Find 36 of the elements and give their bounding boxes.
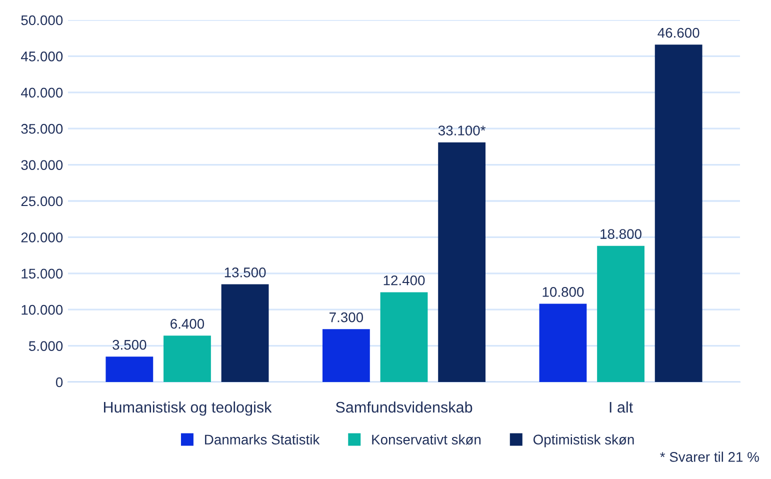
data-label: 46.600	[658, 28, 700, 38]
data-label: 10.800	[542, 287, 584, 297]
data-label: 7.300	[330, 312, 364, 322]
bar	[221, 284, 269, 382]
x-tick-label: I alt	[610, 401, 633, 413]
y-tick-label: 40.000	[20, 88, 63, 98]
y-tick-label: 45.000	[20, 52, 63, 62]
data-label: 18.800	[600, 229, 642, 239]
text: * Svarer til 21 %	[660, 452, 759, 462]
y-tick-label: 15.000	[22, 268, 63, 279]
data-label: 6.400	[170, 318, 204, 329]
bar	[106, 356, 154, 382]
y-tick-label: 35.000	[21, 124, 63, 134]
y-tick-label: 50.000	[21, 15, 63, 26]
data-label: 13.500	[224, 268, 266, 278]
data-label: 33.100*	[438, 126, 486, 136]
bar	[438, 142, 486, 382]
bar	[597, 246, 644, 382]
data-label: 3.500	[112, 340, 146, 350]
data-label: 12.400	[384, 275, 425, 286]
bar	[164, 336, 211, 382]
legend-label: Konservativt skøn	[372, 434, 481, 445]
y-tick-label: 30.000	[21, 160, 63, 170]
bar	[380, 292, 428, 382]
y-tick-label: 0	[56, 377, 63, 388]
x-tick-label: Humanistisk og teologisk	[104, 401, 272, 416]
y-tick-label: 5.000	[28, 341, 63, 351]
x-tick-label: Samfundsvidenskab	[336, 401, 472, 413]
legend-label: Optimistisk skøn	[533, 434, 634, 448]
y-tick-label: 20.000	[21, 232, 63, 242]
y-tick-label: 25.000	[21, 196, 63, 206]
bar	[654, 44, 702, 382]
y-tick-label: 10.000	[22, 304, 63, 315]
bar	[539, 304, 587, 382]
legend-label: Danmarks Statistik	[205, 434, 320, 445]
bar	[322, 329, 370, 382]
